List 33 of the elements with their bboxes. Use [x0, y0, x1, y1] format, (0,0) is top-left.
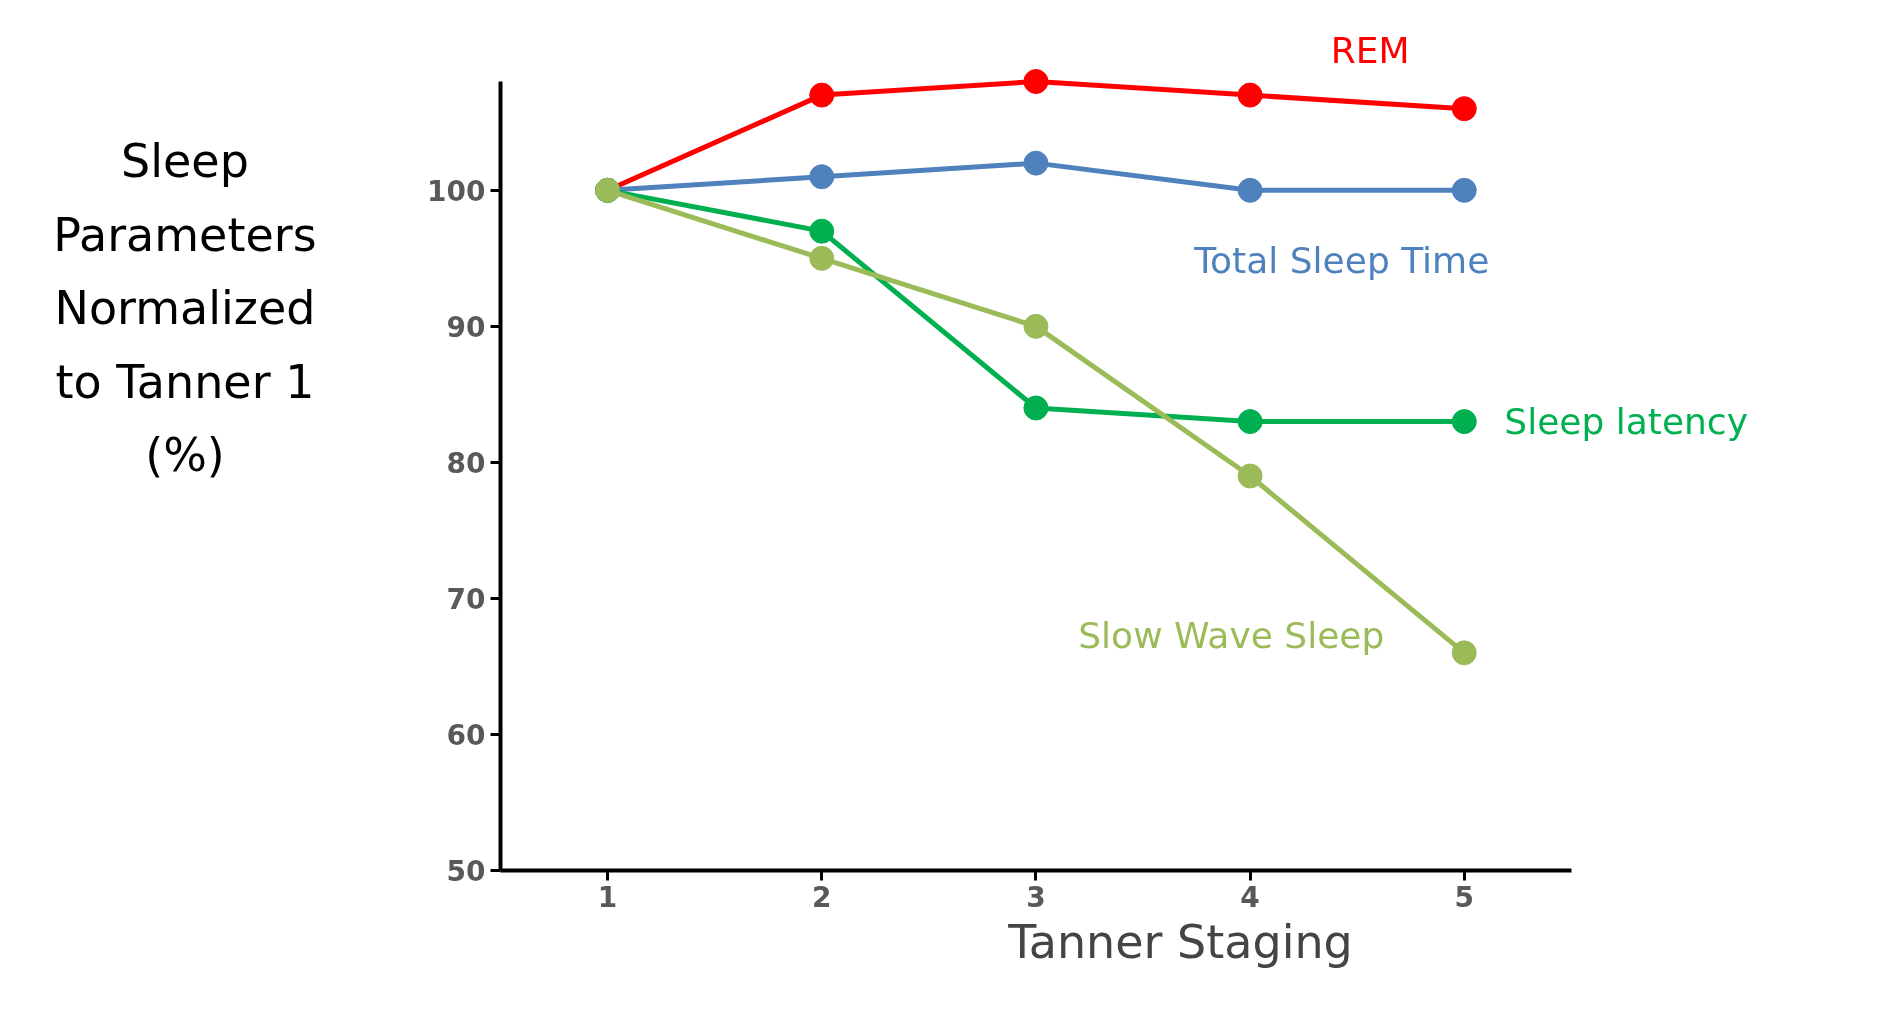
point: [1023, 69, 1049, 94]
y-axis-title: Sleep Parameters Normalized to Tanner 1 (%): [53, 133, 317, 485]
x-tick-label: 3: [1026, 880, 1046, 914]
series-label: REM: [1330, 29, 1410, 71]
series-label: Total Sleep Time: [1193, 239, 1490, 281]
y-tick-label: 70: [446, 582, 486, 616]
point: [1237, 463, 1263, 489]
y-tick-label: 100: [427, 174, 486, 208]
x-tick-label: 5: [1454, 880, 1475, 914]
point: [1451, 177, 1477, 203]
point: [1451, 96, 1477, 122]
point: [809, 218, 835, 244]
x-axis-title: Tanner Staging: [1007, 914, 1353, 969]
point: [809, 245, 835, 271]
x-tick-label: 4: [1240, 880, 1260, 914]
series-label: Slow Wave Sleep: [1078, 615, 1385, 657]
point: [1451, 409, 1477, 435]
series-label: Sleep latency: [1504, 401, 1748, 443]
point: [1237, 177, 1263, 203]
x-tick-label: 2: [812, 880, 832, 914]
point: [809, 164, 835, 190]
point: [1451, 640, 1477, 666]
y-tick-label: 60: [446, 718, 486, 752]
point: [1237, 409, 1263, 435]
point: [809, 82, 835, 108]
point: [1023, 150, 1049, 176]
x-tick-label: 1: [597, 880, 618, 914]
y-tick-label: 80: [446, 446, 486, 480]
y-tick-label: 50: [446, 855, 486, 888]
point: [1237, 82, 1263, 108]
point: [1023, 313, 1049, 339]
y-tick-label: 90: [446, 310, 486, 344]
point: [1023, 395, 1049, 421]
